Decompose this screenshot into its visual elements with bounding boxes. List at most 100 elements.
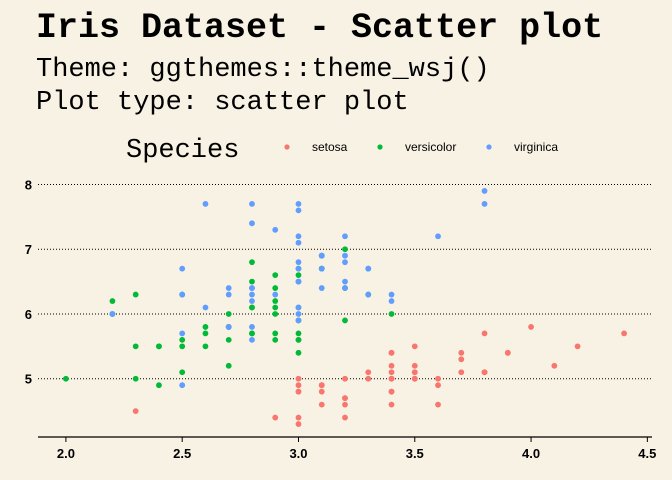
point-setosa [458, 369, 465, 376]
point-setosa [458, 356, 465, 363]
point-virginica [481, 201, 488, 207]
point-versicolor [272, 304, 279, 311]
point-setosa [342, 395, 348, 402]
point-versicolor [249, 259, 255, 266]
point-virginica [225, 285, 232, 291]
point-setosa [411, 362, 418, 369]
point-setosa [388, 388, 395, 395]
point-setosa [388, 349, 395, 356]
point-setosa [528, 324, 534, 330]
x-tick-label: 3.0 [289, 446, 307, 461]
point-virginica [249, 336, 255, 343]
chart-title: Iris Dataset - Scatter plot [36, 8, 604, 48]
point-virginica [249, 324, 255, 330]
point-setosa [272, 414, 279, 421]
point-versicolor [109, 298, 116, 304]
point-virginica [295, 278, 302, 285]
point-virginica [342, 285, 348, 291]
point-virginica [295, 311, 302, 317]
data-points [63, 188, 627, 427]
point-virginica [202, 304, 209, 311]
point-versicolor [342, 246, 348, 253]
x-tick-label: 3.5 [406, 446, 424, 461]
point-setosa [481, 330, 488, 337]
y-axis: 5 6 7 8 [25, 177, 32, 386]
point-versicolor [295, 330, 302, 337]
point-virginica [109, 311, 116, 317]
point-virginica [318, 265, 325, 272]
point-virginica [225, 291, 232, 298]
point-versicolor [132, 375, 139, 382]
point-setosa [388, 401, 395, 408]
point-virginica [249, 291, 255, 298]
point-versicolor [132, 343, 139, 350]
point-versicolor [272, 298, 279, 304]
point-versicolor [249, 278, 255, 285]
point-virginica [249, 220, 255, 227]
legend-key-versicolor [377, 144, 383, 150]
point-versicolor [342, 317, 348, 324]
point-setosa [318, 388, 325, 395]
point-setosa [295, 421, 302, 427]
point-setosa [621, 330, 627, 337]
legend-title: Species [126, 136, 239, 166]
point-setosa [388, 375, 395, 382]
y-tick-label: 6 [25, 307, 32, 322]
point-setosa [388, 362, 395, 369]
point-versicolor [295, 272, 302, 279]
point-setosa [574, 343, 581, 350]
chart-subtitle-plot-type: Plot type: scatter plot [36, 88, 409, 118]
point-versicolor [295, 336, 302, 343]
point-setosa [318, 382, 325, 389]
point-setosa [411, 369, 418, 376]
point-virginica [295, 304, 302, 311]
point-setosa [435, 382, 441, 389]
point-virginica [272, 226, 279, 233]
point-setosa [342, 375, 348, 382]
point-virginica [249, 285, 255, 291]
point-virginica [295, 233, 302, 240]
point-virginica [225, 324, 232, 330]
point-virginica [295, 207, 302, 214]
point-virginica [318, 285, 325, 291]
x-tick-label: 2.5 [173, 446, 191, 461]
point-setosa [504, 349, 511, 356]
x-axis: 2.0 2.5 3.0 3.5 4.0 4.5 [38, 436, 656, 461]
point-versicolor [272, 272, 279, 279]
point-versicolor [63, 375, 69, 382]
x-tick-label: 4.0 [522, 446, 540, 461]
point-virginica [179, 382, 186, 389]
point-virginica [272, 291, 279, 298]
point-setosa [365, 369, 372, 376]
point-versicolor [249, 304, 255, 311]
point-virginica [388, 291, 395, 298]
point-setosa [295, 414, 302, 421]
chart-subtitle-theme: Theme: ggthemes::theme_wsj() [36, 55, 490, 85]
point-virginica [295, 317, 302, 324]
point-setosa [295, 382, 302, 389]
point-virginica [342, 259, 348, 266]
point-virginica [318, 252, 325, 259]
point-versicolor [272, 330, 279, 337]
point-virginica [179, 291, 186, 298]
point-setosa [411, 343, 418, 350]
point-versicolor [225, 311, 232, 317]
point-versicolor [202, 324, 209, 330]
point-setosa [411, 375, 418, 382]
point-virginica [202, 201, 209, 207]
point-virginica [342, 278, 348, 285]
point-versicolor [225, 336, 232, 343]
point-versicolor [388, 311, 395, 317]
point-virginica [388, 298, 395, 304]
point-virginica [342, 233, 348, 240]
point-versicolor [272, 336, 279, 343]
point-virginica [295, 239, 302, 246]
point-setosa [342, 414, 348, 421]
point-setosa [295, 388, 302, 395]
x-tick-label: 4.5 [638, 446, 656, 461]
point-versicolor [179, 369, 186, 376]
point-versicolor [295, 349, 302, 356]
legend: Species setosa versicolor virginica [126, 136, 558, 166]
point-setosa [318, 401, 325, 408]
legend-key-virginica [486, 144, 492, 150]
